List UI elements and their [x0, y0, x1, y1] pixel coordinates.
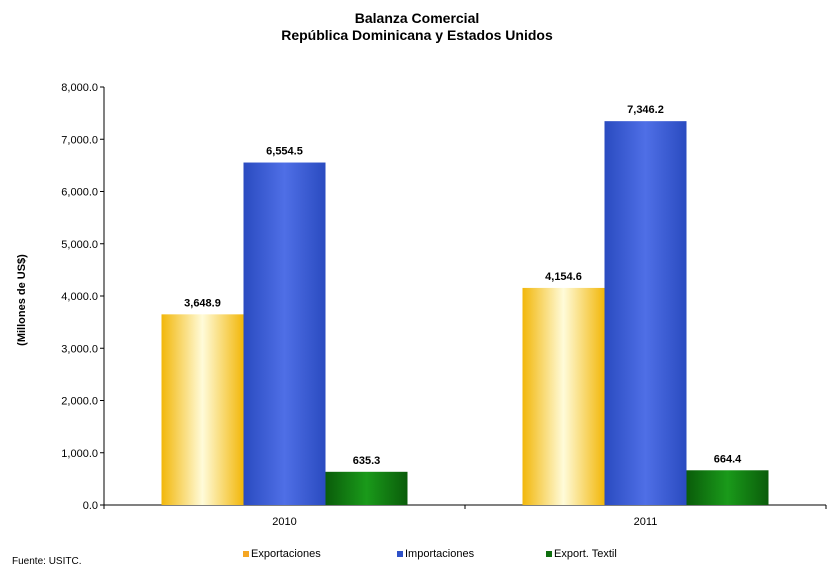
y-tick-label: 5,000.0 [61, 239, 98, 251]
data-label: 3,648.9 [184, 297, 221, 309]
y-tick-label: 6,000.0 [61, 187, 98, 199]
legend-swatch [397, 551, 403, 557]
y-tick-label: 3,000.0 [61, 343, 98, 355]
y-tick-label: 0.0 [83, 500, 98, 512]
y-tick-label: 1,000.0 [61, 448, 98, 460]
bar-export-textil-2011 [686, 470, 769, 505]
bar-export-textil-2010 [325, 471, 408, 505]
legend-label: Importaciones [405, 548, 475, 560]
data-label: 4,154.6 [545, 271, 582, 283]
data-label: 635.3 [353, 455, 381, 467]
y-tick-label: 4,000.0 [61, 291, 98, 303]
source-note: Fuente: USITC. [12, 556, 82, 567]
legend-item-export-textil: Export. Textil [546, 548, 617, 560]
chart-subtitle: República Dominicana y Estados Unidos [281, 27, 553, 43]
bar-importaciones-2011 [604, 121, 687, 506]
legend-item-importaciones: Importaciones [397, 548, 474, 560]
legend-label: Export. Textil [554, 548, 617, 560]
x-tick-label: 2011 [634, 516, 658, 528]
x-tick-label: 2010 [272, 516, 296, 528]
bar-exportaciones-2010 [161, 314, 244, 505]
bar-importaciones-2010 [243, 162, 326, 505]
bar-exportaciones-2011 [522, 287, 605, 505]
y-tick-label: 8,000.0 [61, 82, 98, 94]
data-label: 7,346.2 [627, 104, 664, 116]
legend-label: Exportaciones [251, 548, 321, 560]
data-label: 664.4 [714, 453, 742, 465]
data-label: 6,554.5 [266, 146, 303, 158]
chart-title: Balanza Comercial [354, 10, 480, 26]
legend-swatch [546, 551, 552, 557]
legend-item-exportaciones: Exportaciones [243, 548, 321, 560]
y-tick-label: 2,000.0 [61, 396, 98, 408]
legend-swatch [243, 551, 249, 557]
y-tick-label: 7,000.0 [61, 134, 98, 146]
